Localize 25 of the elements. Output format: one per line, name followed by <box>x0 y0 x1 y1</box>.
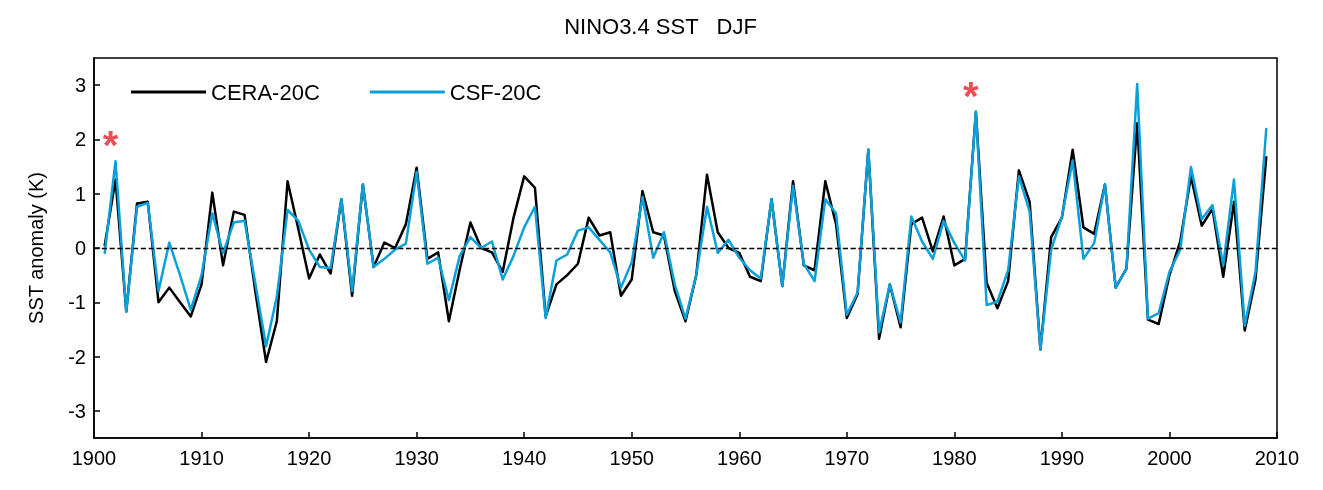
y-tick-label: 2 <box>74 128 86 151</box>
annotation: * <box>102 123 119 168</box>
chart-title: NINO3.4 SST DJF <box>564 13 757 39</box>
legend-label: CSF-20C <box>449 79 542 105</box>
annotation: * <box>963 73 980 118</box>
x-tick-label: 1940 <box>501 447 547 469</box>
x-tick-label: 1960 <box>717 447 762 469</box>
y-tick-label: -1 <box>68 291 86 314</box>
x-tick-label: 1980 <box>932 447 977 469</box>
y-axis-title: SST anomaly (K) <box>25 172 47 324</box>
x-tick-label: 1990 <box>1039 447 1085 469</box>
x-tick-label: 2010 <box>1254 447 1300 469</box>
x-tick-label: 1920 <box>286 447 332 469</box>
y-tick-label: 1 <box>74 182 86 205</box>
x-tick-label: 2000 <box>1147 447 1192 469</box>
y-tick-label: 3 <box>74 74 86 97</box>
y-tick-label: -3 <box>68 399 86 422</box>
legend-label: CERA-20C <box>211 79 320 105</box>
x-tick-label: 1950 <box>609 447 654 469</box>
y-tick-label: -2 <box>68 345 86 368</box>
x-tick-label: 1900 <box>71 447 117 469</box>
x-tick-label: 1910 <box>179 447 224 469</box>
x-tick-label: 1930 <box>394 447 439 469</box>
y-tick-label: 0 <box>74 237 86 259</box>
x-tick-label: 1970 <box>824 447 870 469</box>
